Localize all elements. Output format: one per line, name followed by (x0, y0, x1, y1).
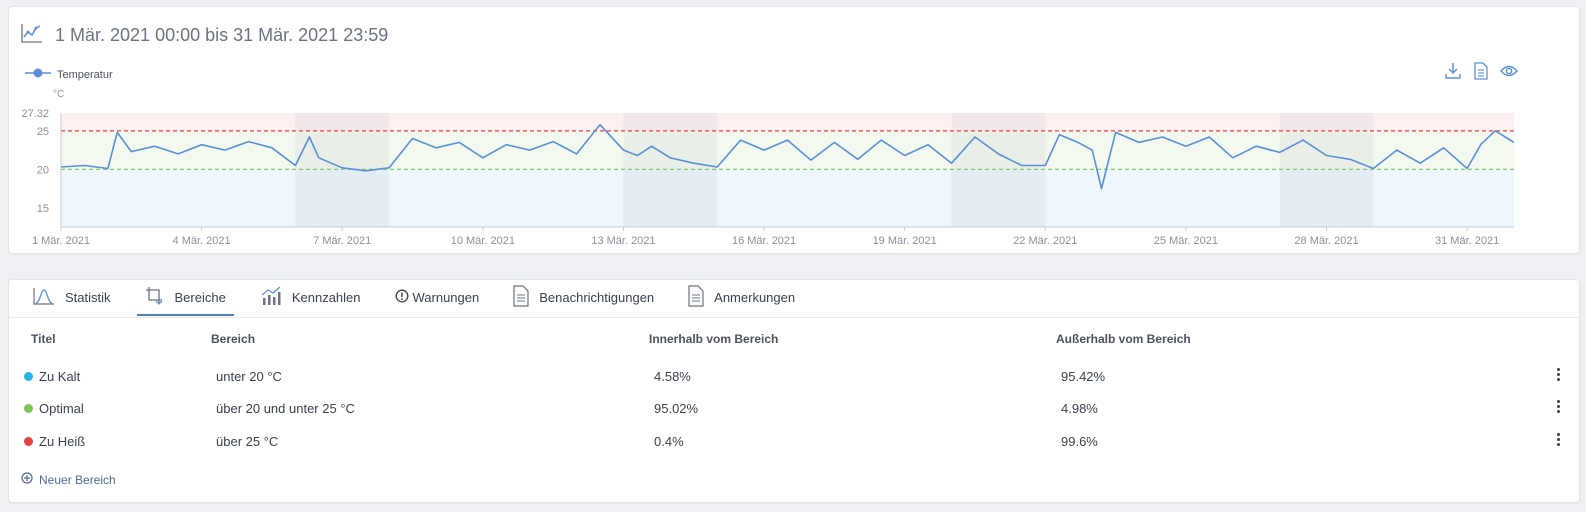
temperature-series-line (60, 123, 1515, 190)
crop-range-icon (145, 286, 165, 309)
x-tick-label: 10 Mär. 2021 (451, 235, 515, 247)
tab-label: Statistik (65, 289, 111, 305)
column-header-inside: Innerhalb vom Bereich (649, 332, 779, 346)
row-outside: 95.42% (1061, 369, 1106, 384)
tab-label: Benachrichtigungen (539, 289, 655, 305)
line-chart-icon (21, 23, 43, 48)
chart-toolbar (1443, 61, 1519, 81)
legend-label: Temperatur (57, 68, 113, 81)
tab-anmerkungen[interactable]: Anmerkungen (680, 280, 803, 316)
row-menu-icon[interactable] (1555, 433, 1561, 449)
legend-marker-icon (25, 67, 51, 82)
hot-zone-band (61, 113, 1514, 131)
document-icon[interactable] (1471, 61, 1491, 81)
x-tick-label: 25 Mär. 2021 (1154, 235, 1218, 247)
new-range-label: Neuer Bereich (39, 472, 116, 487)
y-tick-label: 20 (37, 164, 49, 176)
x-tick-label: 19 Mär. 2021 (873, 235, 937, 247)
temperature-chart[interactable]: 27.32 15 20 25 1 Mär. 2021 4 Mär. 2021 7 Mär. … (9, 103, 1579, 253)
chart-header: 1 Mär. 2021 00:00 bis 31 Mär. 2021 23:59 (21, 23, 388, 48)
tab-divider (9, 317, 1579, 318)
row-inside: 0.4% (654, 434, 684, 449)
bar-trend-icon (260, 286, 282, 309)
x-tick-label: 7 Mär. 2021 (313, 235, 371, 247)
row-title: Zu Heiß (39, 434, 86, 449)
column-header-range: Bereich (211, 332, 256, 346)
column-header-outside: Außerhalb vom Bereich (1056, 332, 1191, 346)
tab-benachrichtigungen[interactable]: Benachrichtigungen (505, 280, 662, 316)
row-range: unter 20 °C (216, 369, 282, 384)
x-tick-label: 28 Mär. 2021 (1294, 235, 1358, 247)
tab-statistik[interactable]: Statistik (25, 280, 119, 316)
row-outside: 4.98% (1061, 401, 1098, 416)
plus-circle-icon (21, 472, 33, 487)
x-tick-label: 4 Mär. 2021 (173, 235, 231, 247)
tab-label: Kennzahlen (291, 289, 361, 305)
weekend-band (951, 113, 1046, 227)
chart-card: 1 Mär. 2021 00:00 bis 31 Mär. 2021 23:59… (8, 6, 1580, 254)
tab-bar: Statistik Bereiche (25, 280, 821, 316)
row-inside: 95.02% (654, 401, 699, 416)
eye-icon[interactable] (1499, 61, 1519, 81)
status-dot (24, 404, 33, 413)
x-tick-label: 22 Mär. 2021 (1013, 235, 1077, 247)
chart-legend[interactable]: Temperatur (25, 67, 113, 82)
table-row: Optimal über 20 und unter 25 °C 95.02% 4… (9, 396, 1579, 420)
row-range: über 25 °C (216, 434, 279, 449)
warning-circle-icon (395, 289, 409, 306)
x-tick-label: 13 Mär. 2021 (591, 235, 655, 247)
tab-label: Anmerkungen (714, 289, 796, 305)
status-dot (24, 437, 33, 446)
row-outside: 99.6% (1061, 434, 1098, 449)
weekend-band (623, 113, 718, 227)
x-tick-label: 16 Mär. 2021 (732, 235, 796, 247)
column-header-title: Titel (31, 332, 56, 346)
row-title: Optimal (39, 401, 84, 416)
tab-label: Warnungen (412, 289, 480, 305)
document-icon (688, 284, 704, 310)
new-range-button[interactable]: Neuer Bereich (21, 472, 116, 487)
ranges-panel: Statistik Bereiche (8, 279, 1580, 503)
table-row: Zu Heiß über 25 °C 0.4% 99.6% (9, 429, 1579, 453)
row-range: über 20 und unter 25 °C (216, 401, 355, 416)
row-menu-icon[interactable] (1555, 400, 1561, 416)
x-tick-label: 1 Mär. 2021 (32, 235, 90, 247)
table-row: Zu Kalt unter 20 °C 4.58% 95.42% (9, 364, 1579, 388)
tab-label: Bereiche (174, 289, 226, 305)
cold-zone-band (61, 169, 1514, 227)
y-axis-unit: °C (53, 89, 65, 100)
row-title: Zu Kalt (39, 369, 81, 384)
document-icon (513, 284, 529, 310)
y-tick-label: 27.32 (21, 108, 49, 120)
y-tick-label: 15 (37, 203, 49, 215)
tab-kennzahlen[interactable]: Kennzahlen (252, 280, 369, 316)
y-tick-label: 25 (37, 126, 49, 138)
x-tick-label: 31 Mär. 2021 (1435, 235, 1499, 247)
status-dot (24, 372, 33, 381)
tab-bereiche[interactable]: Bereiche (136, 280, 234, 316)
bell-curve-icon (33, 287, 55, 308)
download-icon[interactable] (1443, 61, 1463, 81)
row-menu-icon[interactable] (1555, 368, 1561, 384)
page-title: 1 Mär. 2021 00:00 bis 31 Mär. 2021 23:59 (55, 25, 389, 45)
tab-warnungen[interactable]: Warnungen (387, 280, 488, 316)
weekend-band (1279, 113, 1374, 227)
row-inside: 4.58% (654, 369, 691, 384)
